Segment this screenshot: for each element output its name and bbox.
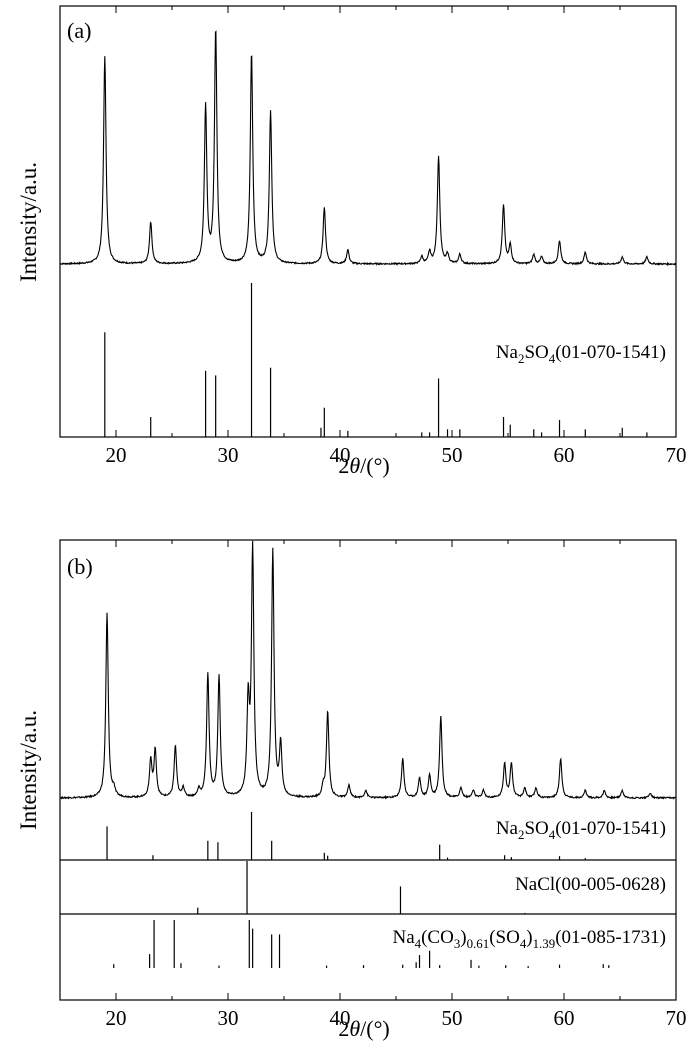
- x-tick-label: 50: [442, 443, 463, 467]
- plot-frame: [59, 5, 677, 438]
- reference-pattern-1: [104, 283, 648, 437]
- x-tick-label: 30: [218, 443, 239, 467]
- reference-label-1-part: 2: [518, 827, 524, 842]
- x-tick-label: 70: [666, 443, 687, 467]
- x-axis-label-suffix: /(°): [360, 1016, 390, 1041]
- reference-label-1-part: SO: [524, 342, 548, 363]
- x-axis-label: 2θ/(°): [338, 1016, 389, 1041]
- reference-label-2-part: NaCl(00-005-0628): [515, 874, 666, 895]
- x-axis-label-theta: θ: [349, 1016, 360, 1041]
- reference-label-3-part: 0.61: [467, 936, 490, 951]
- panel-label: (b): [67, 554, 93, 579]
- x-ticks: [59, 540, 677, 1000]
- reference-label-1-part: (01-070-1541): [555, 342, 666, 363]
- reference-label-1-part: Na: [496, 818, 519, 839]
- reference-label-3-part: 4: [415, 936, 422, 951]
- reference-label-3-part: (01-085-1731): [555, 927, 666, 948]
- panel-b: 20 30 40 50 60 702θ/(°)Intensity/a.u.(b)Na2SO…: [16, 539, 687, 1041]
- x-tick-label: 60: [554, 1006, 575, 1030]
- reference-label-1: Na2SO4(01-070-1541): [496, 818, 666, 842]
- plot-frame: [59, 539, 677, 1001]
- panel-label: (a): [67, 18, 91, 43]
- reference-label-1-part: 4: [549, 351, 556, 366]
- xrd-pattern-line: [59, 540, 677, 800]
- x-axis-label-prefix: 2: [338, 1016, 349, 1041]
- panel-a: 20 30 40 50 60 702θ/(°)Intensity/a.u.(a)Na2SO…: [16, 5, 687, 478]
- reference-label-1-part: 2: [518, 351, 524, 366]
- x-axis-label-prefix: 2: [338, 453, 349, 478]
- reference-label-2: NaCl(00-005-0628): [515, 874, 666, 895]
- reference-label-3: Na4(CO3)0.61(SO4)1.39(01-085-1731): [392, 927, 666, 951]
- reference-pattern-2: [197, 861, 526, 914]
- reference-label-1: Na2SO4(01-070-1541): [496, 342, 666, 366]
- reference-pattern-1: [106, 812, 586, 860]
- x-axis-label: 2θ/(°): [338, 453, 389, 478]
- x-tick-label: 30: [218, 1006, 239, 1030]
- x-axis-label-theta: θ: [349, 453, 360, 478]
- reference-label-3-part: 1.39: [533, 936, 556, 951]
- x-tick-label: 60: [554, 443, 575, 467]
- reference-pattern-3: [113, 920, 610, 968]
- reference-label-3-part: (CO: [421, 927, 454, 948]
- x-tick-label: 40: [330, 1006, 351, 1030]
- reference-label-3-part: ): [460, 927, 466, 948]
- reference-label-1-part: 4: [549, 827, 556, 842]
- x-tick-label: 50: [442, 1006, 463, 1030]
- xrd-pattern-line: [59, 30, 677, 267]
- x-ticks: [59, 6, 677, 437]
- x-tick-label: 70: [666, 1006, 687, 1030]
- y-axis-label: Intensity/a.u.: [16, 162, 41, 282]
- reference-label-3-part: Na: [392, 927, 415, 948]
- x-tick-label: 20: [106, 1006, 127, 1030]
- reference-label-3-part: (SO: [489, 927, 520, 948]
- reference-label-3-part: 4: [520, 936, 527, 951]
- reference-label-3-part: ): [526, 927, 532, 948]
- x-tick-label: 20: [106, 443, 127, 467]
- x-tick-label: 40: [330, 443, 351, 467]
- reference-label-3-part: 3: [454, 936, 460, 951]
- x-axis-label-suffix: /(°): [360, 453, 390, 478]
- reference-label-1-part: (01-070-1541): [555, 818, 666, 839]
- reference-label-1-part: Na: [496, 342, 519, 363]
- y-axis-label: Intensity/a.u.: [16, 710, 41, 830]
- reference-label-1-part: SO: [524, 818, 548, 839]
